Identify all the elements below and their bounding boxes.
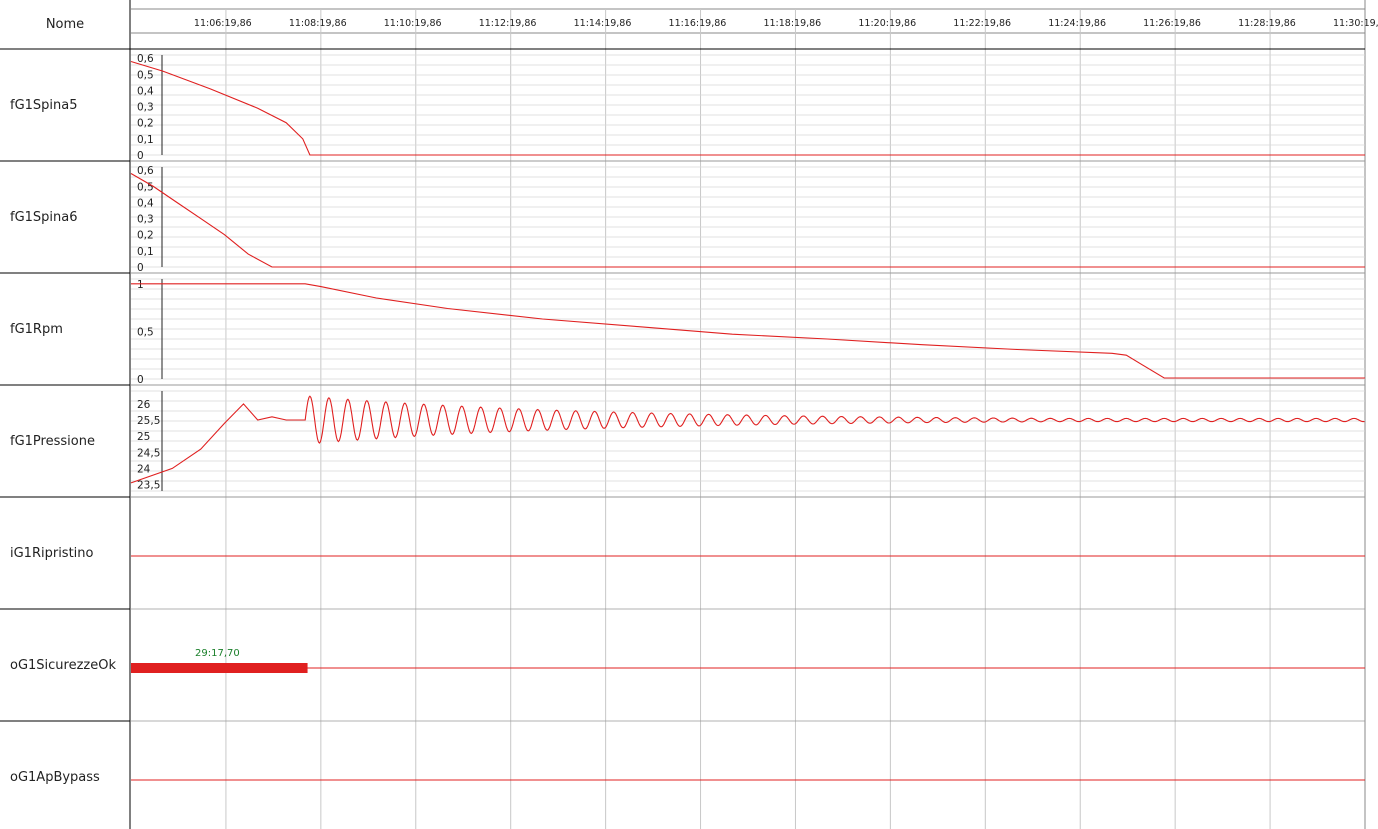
x-tick-label: 11:08:19,86 (289, 18, 347, 29)
x-tick-label: 11:18:19,86 (763, 18, 821, 29)
y-tick-label: 0,5 (137, 181, 154, 193)
series-line (130, 173, 1365, 268)
y-tick-label: 0 (137, 262, 144, 274)
channel-name[interactable]: oG1SicurezzeOk (10, 657, 117, 673)
x-tick-label: 11:06:19,86 (194, 18, 252, 29)
y-tick-label: 26 (137, 399, 151, 411)
x-tick-label: 11:24:19,86 (1048, 18, 1106, 29)
y-tick-label: 0,1 (137, 246, 154, 258)
channel-name[interactable]: fG1Rpm (10, 321, 63, 337)
x-tick-label: 11:30:19,86 (1333, 18, 1378, 29)
channel-name[interactable]: fG1Pressione (10, 433, 95, 449)
y-tick-label: 0,2 (137, 118, 154, 130)
duration-label: 29:17,70 (195, 648, 240, 659)
x-tick-label: 11:26:19,86 (1143, 18, 1201, 29)
y-tick-label: 0,2 (137, 230, 154, 242)
channel-name[interactable]: iG1Ripristino (10, 545, 94, 561)
x-tick-label: 11:16:19,86 (669, 18, 727, 29)
x-tick-label: 11:14:19,86 (574, 18, 632, 29)
y-tick-label: 24,5 (137, 447, 160, 459)
name-column-header: Nome (45, 17, 85, 32)
y-tick-label: 0,5 (137, 69, 154, 81)
y-tick-label: 25 (137, 431, 150, 443)
y-tick-label: 0,3 (137, 214, 154, 226)
y-tick-label: 0,5 (137, 326, 154, 338)
y-tick-label: 0,3 (137, 102, 154, 114)
y-tick-label: 0,4 (137, 85, 154, 97)
channel-name[interactable]: fG1Spina5 (10, 97, 78, 113)
x-tick-label: 11:22:19,86 (953, 18, 1011, 29)
series-line (131, 283, 1365, 379)
channel-name[interactable]: oG1ApBypass (10, 769, 100, 785)
x-tick-label: 11:10:19,86 (384, 18, 442, 29)
series-line (130, 60, 1365, 156)
x-tick-label: 11:12:19,86 (479, 18, 537, 29)
y-tick-label: 0,4 (137, 197, 154, 209)
y-tick-label: 24 (137, 463, 151, 475)
x-tick-label: 11:28:19,86 (1238, 18, 1296, 29)
channel-name[interactable]: fG1Spina6 (10, 209, 78, 225)
y-tick-label: 0 (137, 374, 144, 386)
y-tick-label: 0,6 (137, 53, 154, 65)
y-tick-label: 0,6 (137, 165, 154, 177)
y-tick-label: 1 (137, 279, 144, 291)
y-tick-label: 0 (137, 150, 144, 162)
y-tick-label: 23,5 (137, 480, 160, 492)
digital-on-bar (131, 663, 308, 673)
y-tick-label: 0,1 (137, 134, 154, 146)
series-line (130, 395, 1365, 484)
y-tick-label: 25,5 (137, 415, 160, 427)
x-tick-label: 11:20:19,86 (858, 18, 916, 29)
